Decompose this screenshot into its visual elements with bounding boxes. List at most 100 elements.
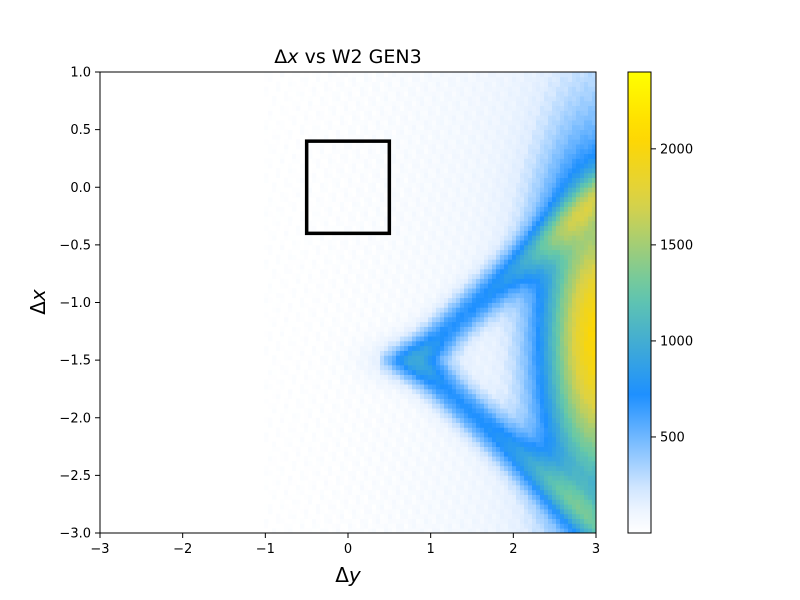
heatmap-cell (440, 288, 445, 294)
heatmap-cell (324, 460, 329, 467)
heatmap-cell (336, 393, 341, 399)
heatmap-cell (424, 110, 429, 116)
heatmap-cell (432, 220, 437, 227)
heatmap-cell (492, 364, 497, 371)
heatmap-cell (484, 436, 489, 443)
heatmap-cell (480, 264, 485, 270)
heatmap-cell (408, 465, 413, 471)
heatmap-cell (436, 398, 441, 404)
heatmap-cell (376, 403, 381, 409)
heatmap-cell (484, 480, 489, 486)
heatmap-cell (320, 196, 325, 203)
heatmap-cell (492, 403, 497, 409)
heatmap-cell (496, 254, 501, 260)
heatmap-cell (496, 302, 501, 308)
heatmap-cell (388, 72, 393, 78)
heatmap-cell (356, 268, 361, 275)
heatmap-cell (388, 100, 393, 107)
heatmap-cell (292, 518, 297, 524)
heatmap-cell (332, 499, 337, 505)
heatmap-cell (404, 398, 409, 404)
heatmap-cell (304, 249, 309, 255)
heatmap-cell (348, 124, 353, 131)
heatmap-cell (332, 446, 337, 452)
heatmap-cell (320, 110, 325, 116)
heatmap-cell (444, 196, 449, 203)
heatmap-cell (388, 355, 393, 361)
heatmap-cell (372, 446, 377, 452)
heatmap-cell (496, 499, 501, 505)
heatmap-cell (476, 235, 481, 241)
heatmap-cell (396, 489, 401, 495)
heatmap-cell (300, 124, 305, 131)
heatmap-cell (396, 240, 401, 246)
heatmap-cell (308, 259, 313, 265)
heatmap-cell (392, 177, 397, 183)
heatmap-cell (460, 316, 465, 323)
heatmap-cell (456, 441, 461, 447)
heatmap-cell (424, 336, 429, 342)
heatmap-cell (468, 273, 473, 279)
heatmap-cell (292, 465, 297, 471)
heatmap-cell (332, 264, 337, 270)
heatmap-cell (352, 364, 357, 371)
heatmap-cell (360, 441, 365, 447)
heatmap-cell (268, 192, 273, 198)
heatmap-cell (296, 100, 301, 107)
heatmap-cell (440, 513, 445, 519)
heatmap-cell (436, 422, 441, 428)
heatmap-cell (348, 168, 353, 174)
heatmap-cell (468, 268, 473, 275)
heatmap-cell (444, 456, 449, 462)
heatmap-cell (456, 393, 461, 399)
heatmap-cell (400, 398, 405, 404)
heatmap-cell (480, 273, 485, 279)
heatmap-cell (348, 403, 353, 409)
heatmap-cell (316, 427, 321, 433)
heatmap-cell (384, 278, 389, 284)
heatmap-cell (440, 91, 445, 97)
heatmap-cell (448, 211, 453, 217)
heatmap-cell (488, 384, 493, 390)
heatmap-cell (308, 172, 313, 179)
heatmap-cell (384, 240, 389, 246)
heatmap-cell (312, 398, 317, 404)
heatmap-cell (352, 264, 357, 270)
heatmap-cell (480, 441, 485, 447)
heatmap-cell (384, 273, 389, 279)
heatmap-cell (340, 196, 345, 203)
heatmap-cell (456, 264, 461, 270)
heatmap-cell (488, 230, 493, 236)
heatmap-cell (312, 379, 317, 385)
heatmap-cell (468, 91, 473, 97)
heatmap-cell (316, 91, 321, 97)
heatmap-cell (352, 374, 357, 380)
heatmap-cell (368, 393, 373, 399)
heatmap-cell (424, 470, 429, 476)
heatmap-cell (440, 417, 445, 423)
heatmap-cell (416, 427, 421, 433)
heatmap-cell (356, 76, 361, 83)
heatmap-cell (316, 264, 321, 270)
heatmap-cell (352, 528, 357, 534)
heatmap-cell (352, 91, 357, 97)
heatmap-cell (444, 412, 449, 419)
heatmap-cell (388, 292, 393, 299)
heatmap-cell (344, 148, 349, 155)
heatmap-cell (412, 139, 417, 145)
heatmap-cell (496, 96, 501, 102)
heatmap-cell (484, 120, 489, 126)
heatmap-cell (484, 206, 489, 212)
heatmap-cell (280, 326, 285, 332)
heatmap-cell (476, 451, 481, 457)
heatmap-cell (480, 326, 485, 332)
heatmap-cell (388, 110, 393, 116)
heatmap-cell (380, 441, 385, 447)
heatmap-cell (408, 216, 413, 222)
heatmap-cell (456, 504, 461, 510)
heatmap-cell (312, 446, 317, 452)
heatmap-cell (308, 403, 313, 409)
heatmap-cell (460, 518, 465, 524)
heatmap-cell (396, 158, 401, 164)
heatmap-cell (340, 369, 345, 375)
